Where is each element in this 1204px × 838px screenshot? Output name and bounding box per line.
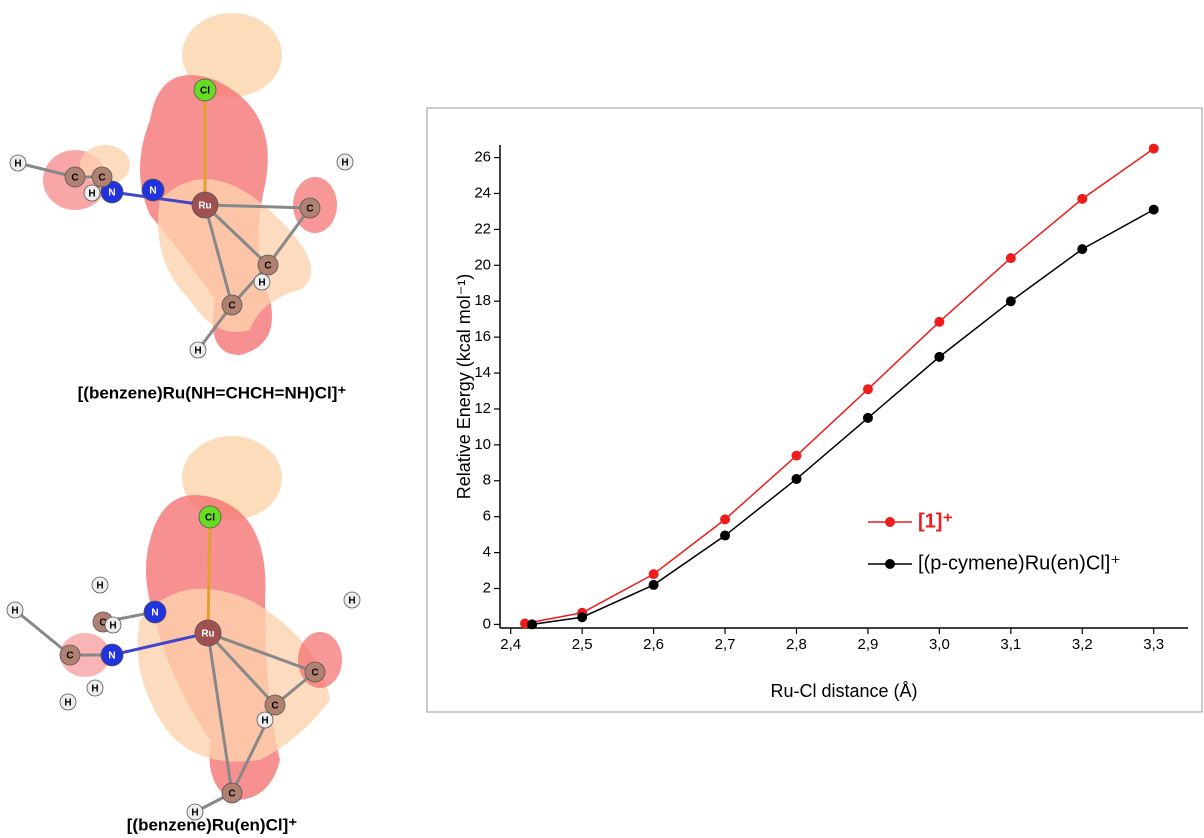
y-axis-label: Relative Energy (kcal mol⁻¹) [454,274,474,500]
data-point [1149,144,1159,154]
isosurface [43,13,337,355]
data-point [1006,253,1016,263]
x-tick-label: 2,8 [786,636,807,653]
atom-label: N [108,651,115,662]
x-tick-label: 3,0 [929,636,950,653]
x-tick-label: 3,3 [1143,636,1164,653]
data-point [934,352,944,362]
atom-label: C [311,668,318,679]
data-point [934,317,944,327]
atom-label: H [88,189,95,200]
atom-label: H [14,159,21,170]
y-tick-label: 12 [474,400,491,417]
data-point [863,413,873,423]
legend-label: [1]⁺ [918,510,953,532]
data-point [720,531,730,541]
atom-label: H [341,158,348,169]
caption: [(benzene)Ru(NH=CHCH=NH)Cl]⁺ [78,383,347,402]
data-point [720,514,730,524]
y-tick-label: 20 [474,256,491,273]
data-point [649,580,659,590]
x-tick-label: 3,2 [1072,636,1093,653]
atom-label: Ru [198,201,211,212]
atom-label: C [228,301,235,312]
y-tick-label: 8 [483,472,491,489]
x-tick-label: 2,5 [572,636,593,653]
x-tick-label: 2,4 [500,636,521,653]
atom-label: H [194,346,201,357]
y-tick-label: 10 [474,436,491,453]
atom-label: H [64,698,71,709]
atom-label: Cl [200,86,210,97]
atom-label: C [306,204,313,215]
data-point [1006,296,1016,306]
atom-label: H [109,621,116,632]
atom-label: Cl [205,513,215,524]
atom-label: C [228,789,235,800]
data-point [649,569,659,579]
data-point [863,384,873,394]
legend-label: [(p-cymene)Ru(en)Cl]⁺ [918,552,1121,574]
x-tick-label: 3,1 [1000,636,1021,653]
y-tick-label: 0 [483,615,491,632]
x-tick-label: 2,6 [643,636,664,653]
atom-label: H [261,716,268,727]
data-point [577,612,587,622]
x-tick-label: 2,7 [715,636,736,653]
caption: [(benzene)Ru(en)Cl]⁺ [127,815,297,834]
legend-marker [885,559,895,569]
data-point [791,451,801,461]
y-tick-label: 24 [474,184,491,201]
data-point [791,474,801,484]
data-point [1077,244,1087,254]
legend-marker [885,517,895,527]
figure: ClRuNNCCCCCHHHHHClRuNNCCCCCHHHHHHHH [(be… [0,0,1204,838]
y-tick-label: 22 [474,220,491,237]
data-point [1149,205,1159,215]
atom-label: H [11,606,18,617]
atom-label: H [258,278,265,289]
atom-label: H [348,596,355,607]
atom-label: N [108,188,115,199]
y-tick-label: 4 [483,544,491,561]
y-tick-label: 16 [474,328,491,345]
y-tick-label: 14 [474,364,491,381]
atom-label: N [151,608,158,619]
x-axis-label: Ru-Cl distance (Å) [770,681,917,701]
data-point [527,619,537,629]
atom-label: C [98,173,105,184]
y-tick-label: 18 [474,292,491,309]
atom-label: C [66,651,73,662]
x-tick-label: 2,9 [858,636,879,653]
atom-label: H [91,684,98,695]
y-tick-label: 6 [483,508,491,525]
atom-label: N [149,186,156,197]
atom-label: C [71,173,78,184]
y-tick-label: 2 [483,579,491,596]
y-tick-label: 26 [474,149,491,166]
atom-label: Ru [201,629,214,640]
atom-label: H [96,581,103,592]
atom-label: C [264,261,271,272]
data-point [1077,194,1087,204]
atom-label: C [271,701,278,712]
